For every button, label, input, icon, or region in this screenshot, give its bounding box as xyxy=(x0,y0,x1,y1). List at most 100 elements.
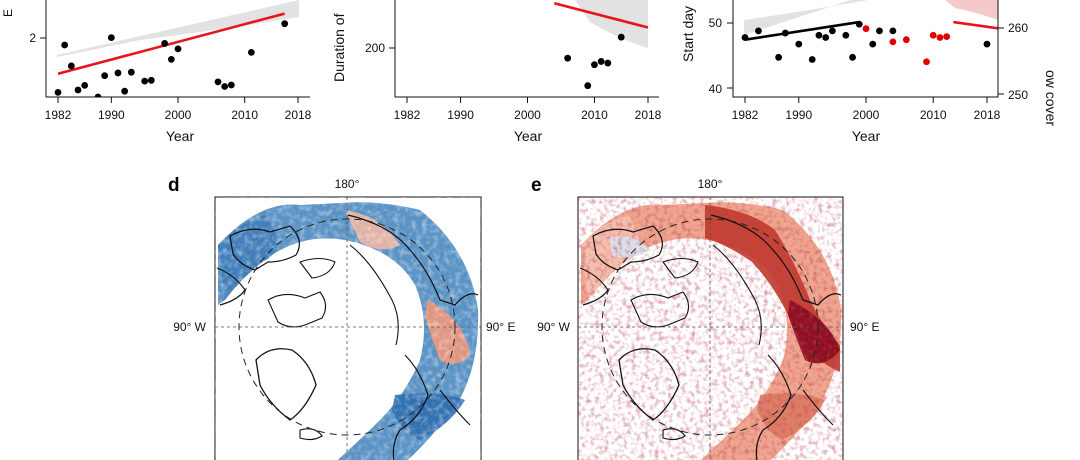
data-point xyxy=(869,40,877,48)
data-point xyxy=(889,38,897,46)
data-point xyxy=(923,58,930,66)
data-point xyxy=(902,36,910,44)
data-point xyxy=(815,31,823,39)
data-point xyxy=(862,25,870,33)
data-point xyxy=(247,48,255,56)
map-e-top-label: 180° xyxy=(698,177,723,191)
data-point xyxy=(855,20,863,28)
chart-a: E 1982 1990 2000 2010 2018 2 Year xyxy=(1,0,312,144)
x-tick-label: 1990 xyxy=(98,108,125,122)
data-point xyxy=(842,31,850,39)
data-point xyxy=(107,34,115,42)
chart-c-y-tick-label-50: 50 xyxy=(709,16,723,30)
data-point xyxy=(775,53,783,61)
chart-c: Start day ow cover 1982 1990 2000 2010 2018 … xyxy=(680,0,1059,144)
x-tick-label: 2000 xyxy=(165,108,192,122)
chart-c-x-ticks: 1982 1990 2000 2010 2018 xyxy=(732,97,1001,122)
data-point xyxy=(591,61,598,69)
map-d-panel-label: d xyxy=(168,175,180,196)
data-point xyxy=(54,88,62,96)
x-tick-label: 2010 xyxy=(581,108,608,122)
map-d-left-label: 90° W xyxy=(173,320,206,334)
chart-a-xlabel: Year xyxy=(166,128,195,144)
map-d-right-label: 90° E xyxy=(486,320,515,334)
chart-c-y2-tick-label-260: 260 xyxy=(1008,21,1028,35)
chart-c-ylabel: Start day xyxy=(680,6,696,62)
data-point xyxy=(167,55,175,63)
chart-b: Duration of 1982 1990 2000 2010 2018 200 Yea… xyxy=(331,0,662,144)
data-point xyxy=(61,41,69,49)
data-point xyxy=(94,93,102,97)
chart-a-y-tick-label: 2 xyxy=(29,31,36,45)
data-point xyxy=(281,20,289,28)
trend-line xyxy=(57,12,286,75)
data-point xyxy=(929,31,937,39)
data-point xyxy=(221,83,229,90)
chart-c-y2label: ow cover xyxy=(1043,70,1059,126)
data-point xyxy=(81,81,89,89)
x-tick-label: 1990 xyxy=(785,108,812,122)
data-point xyxy=(876,27,883,35)
data-point xyxy=(795,40,803,48)
data-point xyxy=(822,34,830,41)
data-point xyxy=(564,54,572,62)
x-tick-label: 1982 xyxy=(732,108,759,122)
data-point xyxy=(101,72,109,80)
data-point xyxy=(781,29,789,37)
chart-c-red-band xyxy=(945,0,998,20)
data-point xyxy=(741,34,749,41)
chart-b-x-ticks: 1982 1990 2000 2010 2018 xyxy=(394,97,662,122)
x-tick-label: 1990 xyxy=(447,108,474,122)
chart-b-y-tick-label: 200 xyxy=(365,41,385,55)
map-e-field xyxy=(578,197,843,460)
data-point xyxy=(74,86,82,94)
data-point xyxy=(141,77,149,85)
data-point xyxy=(849,53,856,61)
x-tick-label: 1982 xyxy=(394,108,421,122)
chart-a-marks xyxy=(54,12,289,97)
trend-line-red xyxy=(953,20,998,30)
chart-c-axes xyxy=(732,0,999,98)
data-point xyxy=(584,82,592,90)
data-point xyxy=(889,27,897,35)
trend-line xyxy=(744,20,860,41)
data-point xyxy=(597,58,605,65)
chart-a-ylabel: E xyxy=(1,9,15,17)
data-point xyxy=(161,40,169,47)
map-e-left-label: 90° W xyxy=(537,320,570,334)
chart-a-confidence-band xyxy=(57,0,299,57)
data-point xyxy=(127,68,135,76)
map-e-panel-label: e xyxy=(531,175,542,196)
data-point xyxy=(755,27,762,35)
x-tick-label: 2018 xyxy=(974,108,1001,122)
data-point xyxy=(943,33,951,40)
x-tick-label: 2010 xyxy=(231,108,258,122)
chart-b-ylabel: Duration of xyxy=(331,13,347,82)
data-point xyxy=(617,33,625,41)
map-d-top-label: 180° xyxy=(335,177,360,191)
chart-b-axes xyxy=(394,0,659,98)
data-point xyxy=(828,27,836,35)
data-point xyxy=(147,76,155,84)
data-point xyxy=(121,87,129,95)
chart-c-confidence-band xyxy=(744,0,868,35)
x-tick-label: 2000 xyxy=(853,108,880,122)
x-tick-label: 1982 xyxy=(45,108,72,122)
data-point xyxy=(604,59,612,67)
map-e-right-label: 90° E xyxy=(850,320,879,334)
x-tick-label: 2018 xyxy=(285,108,312,122)
chart-b-marks xyxy=(553,1,649,90)
trend-line xyxy=(553,1,649,29)
map-d: d 180° 90° W 90° E xyxy=(168,175,515,460)
x-tick-label: 2018 xyxy=(635,108,662,122)
chart-c-y2-tick-label-250: 250 xyxy=(1008,88,1028,102)
map-d-field xyxy=(215,197,481,460)
chart-b-xlabel: Year xyxy=(514,128,543,144)
data-point xyxy=(808,56,816,63)
chart-c-marks xyxy=(741,20,998,66)
data-point xyxy=(936,34,944,41)
data-point xyxy=(983,40,991,48)
x-tick-label: 2010 xyxy=(920,108,947,122)
data-point xyxy=(67,62,75,70)
